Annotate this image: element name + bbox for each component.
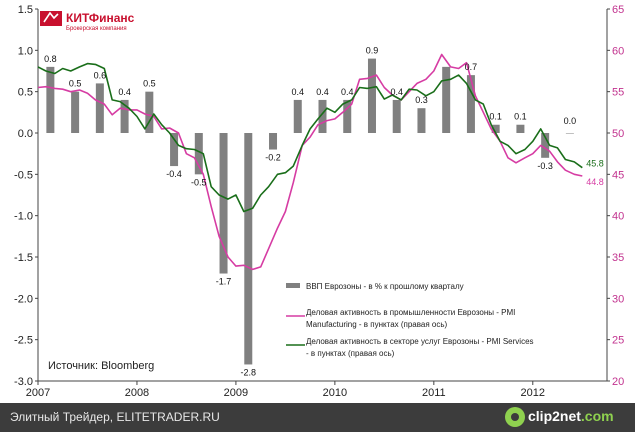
gdp-bar-label: 0.3	[415, 95, 428, 105]
gdp-bar	[96, 83, 104, 133]
gdp-bar-label: 0.4	[316, 87, 329, 97]
footer-brand: clip2net.com	[528, 408, 614, 424]
services-end-label: 45.8	[586, 159, 604, 169]
gdp-bar	[71, 92, 79, 133]
footer-site-text: Элитный Трейдер, ELITETRADER.RU	[10, 410, 220, 424]
right-tick-label: 25	[612, 335, 624, 347]
left-tick-label: 0.5	[18, 87, 33, 99]
gdp-bar-label: 0.8	[44, 54, 57, 64]
legend-label-gdp: ВВП Еврозоны - в % к прошлому кварталу	[306, 282, 464, 291]
gdp-bar-label: -0.3	[537, 161, 553, 171]
logo-name: КИТФинанс	[66, 11, 135, 25]
right-tick-label: 65	[612, 4, 624, 16]
right-tick-label: 45	[612, 169, 624, 181]
footer-brand-main: clip2net	[528, 408, 581, 424]
gdp-bar	[417, 108, 425, 133]
right-tick-label: 20	[612, 376, 624, 388]
legend-label-manufacturing-1: Деловая активность в промышленности Евро…	[306, 308, 515, 317]
x-tick-label: 2008	[125, 387, 149, 399]
left-tick-label: -1.5	[14, 252, 33, 264]
gdp-bar	[566, 133, 574, 134]
gdp-bar-label: 0.4	[341, 87, 354, 97]
left-tick-label: -0.5	[14, 169, 33, 181]
clip2net-logo-icon	[505, 407, 525, 427]
gdp-bar-label: 0.9	[366, 46, 379, 56]
gdp-bar-label: 0.1	[489, 112, 502, 122]
right-tick-label: 35	[612, 252, 624, 264]
gdp-bar	[368, 59, 376, 133]
gdp-bar-label: 0.4	[118, 87, 131, 97]
gdp-bar-label: -0.5	[191, 177, 207, 187]
gdp-bar-label: 0.6	[94, 70, 107, 80]
footer-brand-suffix: .com	[581, 408, 614, 424]
gdp-bar	[516, 125, 524, 133]
logo-subtitle: Брокерская компания	[66, 26, 127, 32]
gdp-bar-label: 0.4	[292, 87, 305, 97]
right-tick-label: 60	[612, 45, 624, 57]
gdp-bar-label: -1.7	[216, 277, 232, 287]
footer-bar: Элитный Трейдер, ELITETRADER.RU clip2net…	[0, 403, 635, 432]
right-tick-label: 55	[612, 87, 624, 99]
gdp-bar	[269, 133, 277, 150]
left-tick-label: 1.5	[18, 4, 33, 16]
x-tick-label: 2007	[26, 387, 50, 399]
x-tick-label: 2010	[323, 387, 347, 399]
left-tick-label: 1.0	[18, 45, 33, 57]
x-tick-label: 2012	[521, 387, 545, 399]
legend-label-services-2: - в пунктах (правая ось)	[306, 349, 395, 358]
gdp-bar	[294, 100, 302, 133]
gdp-bar-label: -0.2	[265, 153, 281, 163]
gdp-bar-label: 0.1	[514, 112, 527, 122]
manufacturing-end-label: 44.8	[586, 177, 604, 187]
gdp-bar-label: 0.5	[69, 79, 82, 89]
gdp-bar	[467, 75, 475, 133]
legend-label-manufacturing-2: Manufacturing - в пунктах (правая ось)	[306, 320, 448, 329]
legend-swatch-gdp	[286, 283, 300, 288]
right-tick-label: 40	[612, 211, 624, 223]
right-tick-label: 30	[612, 293, 624, 305]
legend-label-services-1: Деловая активность в секторе услуг Евроз…	[306, 337, 534, 346]
gdp-pmi-chart: 1.51.00.50.0-0.5-1.0-1.5-2.0-2.5-3.06560…	[0, 0, 635, 403]
source-note: Источник: Bloomberg	[48, 360, 154, 372]
right-tick-label: 50	[612, 128, 624, 140]
gdp-bar-label: 0.5	[143, 79, 156, 89]
gdp-bar	[46, 67, 54, 133]
gdp-bar-label: -2.8	[241, 367, 257, 377]
gdp-bar-label: 0.7	[465, 62, 478, 72]
gdp-bar	[393, 100, 401, 133]
gdp-bar	[442, 67, 450, 133]
gdp-bar-label: 0.4	[390, 87, 403, 97]
x-tick-label: 2011	[422, 387, 446, 399]
gdp-bar-label: 0.0	[564, 116, 577, 126]
left-tick-label: -2.5	[14, 335, 33, 347]
left-tick-label: 0.0	[18, 128, 33, 140]
gdp-bar	[244, 133, 252, 364]
left-tick-label: -1.0	[14, 211, 33, 223]
left-tick-label: -2.0	[14, 293, 33, 305]
gdp-bar-label: -0.4	[166, 169, 182, 179]
x-tick-label: 2009	[224, 387, 248, 399]
